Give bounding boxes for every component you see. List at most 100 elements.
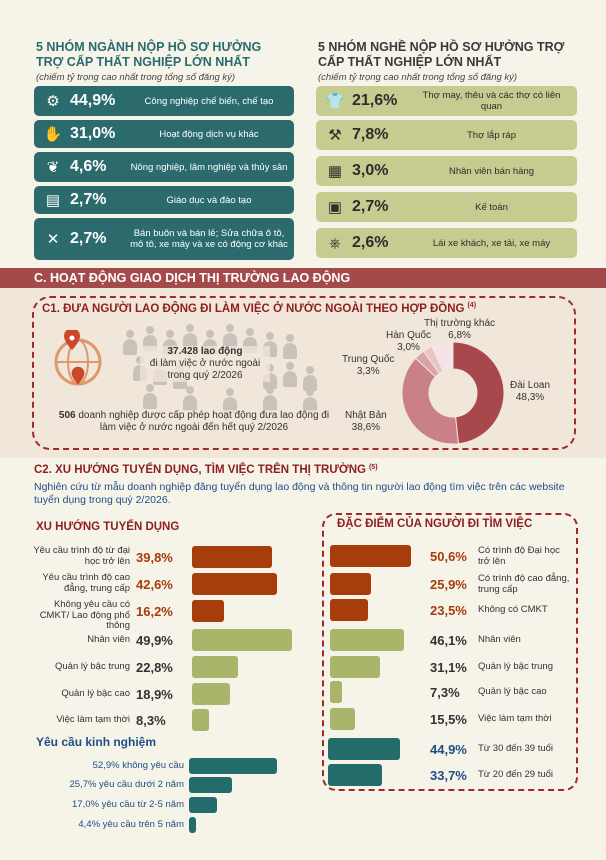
donut-label: Hàn Quốc 3,0%	[386, 330, 432, 353]
industry-label: Hoạt động dịch vụ khác	[159, 128, 259, 140]
recruit-row-label: Yêu cầu trình độ cao đẳng, trung cấp	[42, 572, 130, 594]
shirt-icon: 👕	[325, 93, 345, 110]
donut-slice	[452, 341, 505, 445]
occupation-row: ▦ 3,0% Nhân viên bán hàng	[316, 156, 577, 186]
recruit-bar	[192, 629, 292, 651]
seeker-bar	[330, 599, 368, 621]
right-panel-title: 5 NHÓM NGHỀ NỘP HỒ SƠ HƯỞNG TRỢ CẤP THẤT…	[318, 40, 565, 69]
occupation-label: Lái xe khách, xe tải, xe máy	[432, 237, 551, 249]
left-panel-subtitle: (chiếm tỷ trọng cao nhất trong tổng số đ…	[36, 72, 236, 83]
occupation-pct: 7,8%	[352, 126, 389, 143]
recruit-row-value: 22,8%	[136, 660, 173, 675]
donut-label: Thị trường khác 6,8%	[424, 318, 496, 341]
occupation-label: Thợ may, thêu và các thợ có liên quan	[422, 90, 561, 112]
recruit-row-value: 39,8%	[136, 550, 173, 565]
seeker-row-label: Có trình độ cao đẳng, trung cấp	[478, 573, 570, 595]
seeker-bar	[328, 764, 382, 786]
c2-description: Nghiên cứu từ mẫu doanh nghiệp đăng tuyể…	[34, 481, 565, 506]
seeker-row-value: 23,5%	[430, 603, 467, 618]
recruit-title: XU HƯỚNG TUYỂN DỤNG	[36, 521, 180, 533]
seeker-row-value: 50,6%	[430, 549, 467, 564]
c1-enterprises-stat: 506 doanh nghiệp được cấp phép hoạt động…	[56, 410, 332, 434]
industry-row: ❦ 4,6% Nông nghiệp, lâm nghiệp và thủy s…	[34, 152, 294, 182]
recruit-row-label: Không yêu cầu có CMKT/ Lao động phổ thôn…	[39, 599, 130, 631]
experience-title: Yêu cầu kinh nghiệm	[36, 735, 157, 749]
recruit-row-label: Quản lý bậc cao	[61, 688, 130, 699]
recruit-bar	[192, 656, 238, 678]
farming-icon: ❦	[46, 159, 60, 176]
recruit-row-label: Quản lý bậc trung	[55, 661, 130, 672]
seeker-row-value: 44,9%	[430, 742, 467, 757]
c1-workers-stat: 37.428 lao động đi làm việc ở nước ngoài…	[140, 346, 270, 382]
seekers-dashed-frame	[322, 513, 578, 791]
experience-bar	[189, 758, 277, 774]
c1-title: C1. ĐƯA NGƯỜI LAO ĐỘNG ĐI LÀM VIỆC Ở NƯỚ…	[42, 302, 477, 315]
occupation-row: 👕 21,6% Thợ may, thêu và các thợ có liên…	[316, 86, 577, 116]
occupation-row: ⚒ 7,8% Thợ lắp ráp	[316, 120, 577, 150]
seeker-row-label: Không có CMKT	[478, 604, 548, 615]
occupation-label: Kế toán	[475, 201, 508, 213]
seeker-bar	[330, 573, 372, 595]
industry-label: Công nghiệp chế biến, chế tạo	[144, 95, 274, 107]
seeker-row-label: Việc làm tạm thời	[478, 713, 552, 724]
seeker-bar	[330, 656, 380, 678]
book-icon: ▤	[45, 192, 61, 209]
seeker-bar	[328, 738, 400, 760]
globe-icon	[54, 330, 102, 386]
calculator-icon: ▣	[327, 199, 343, 216]
industry-row: ✕ 2,7% Bán buôn và bán lẻ; Sửa chữa ô tô…	[34, 218, 294, 260]
recruit-row-label: Việc làm tạm thời	[56, 714, 130, 725]
recruit-bar	[192, 546, 272, 568]
donut-slice	[431, 341, 454, 372]
experience-bar	[189, 797, 218, 813]
seeker-bar	[330, 708, 355, 730]
gear-icon: ⚙	[46, 93, 60, 110]
occupation-pct: 2,6%	[352, 234, 389, 251]
seeker-row-value: 33,7%	[430, 768, 467, 783]
recruit-row-value: 16,2%	[136, 604, 173, 619]
occupation-row: ⎈ 2,6% Lái xe khách, xe tải, xe máy	[316, 228, 577, 258]
occupation-label: Nhân viên bán hàng	[448, 165, 535, 177]
seeker-row-value: 46,1%	[430, 633, 467, 648]
industry-row: ⚙ 44,9% Công nghiệp chế biến, chế tạo	[34, 86, 294, 116]
c2-title: C2. XU HƯỚNG TUYỂN DỤNG, TÌM VIỆC TRÊN T…	[34, 464, 378, 476]
industry-pct: 2,7%	[70, 230, 107, 247]
recruit-row-label: Yêu cầu trình độ từ đại học trở lên	[33, 545, 130, 567]
steering-wheel-icon: ⎈	[328, 234, 341, 252]
recruit-bar	[192, 709, 209, 731]
recruit-row-value: 49,9%	[136, 633, 173, 648]
donut-label: Trung Quốc 3,3%	[342, 354, 395, 377]
occupation-row: ▣ 2,7% Kế toán	[316, 192, 577, 222]
seeker-row-label: Quản lý bậc cao	[478, 686, 547, 697]
cash-register-icon: ▦	[327, 163, 343, 180]
seekers-title: ĐẶC ĐIỂM CỦA NGƯỜI ĐI TÌM VIỆC	[334, 518, 536, 530]
destination-donut-chart	[401, 341, 505, 445]
assembly-icon: ⚒	[328, 127, 342, 144]
seeker-row-label: Từ 30 đến 39 tuổi	[478, 743, 554, 754]
recruit-row-value: 18,9%	[136, 687, 173, 702]
section-c-title: C. HOẠT ĐỘNG GIAO DỊCH THỊ TRƯỜNG LAO ĐỘ…	[0, 268, 606, 288]
c1-dashed-frame	[32, 296, 576, 450]
industry-pct: 2,7%	[70, 191, 107, 208]
industry-pct: 4,6%	[70, 158, 107, 175]
experience-row-label: 4,4% yêu cầu trên 5 năm	[78, 819, 184, 830]
seeker-row-value: 31,1%	[430, 660, 467, 675]
right-panel-subtitle: (chiếm tỷ trọng cao nhất trong tổng số đ…	[318, 72, 518, 83]
experience-row-label: 17,0% yêu cầu từ 2-5 năm	[72, 799, 184, 810]
recruit-row-label: Nhân viên	[87, 634, 130, 645]
industry-label: Nông nghiệp, lâm nghiệp và thủy sản	[130, 161, 288, 173]
recruit-row-value: 42,6%	[136, 577, 173, 592]
occupation-pct: 21,6%	[352, 92, 398, 109]
seeker-row-label: Có trình độ Đại học trở lên	[478, 545, 560, 567]
occupation-pct: 2,7%	[352, 198, 389, 215]
left-panel-title: 5 NHÓM NGÀNH NỘP HỒ SƠ HƯỞNG TRỢ CẤP THẤ…	[36, 40, 262, 69]
occupation-label: Thợ lắp ráp	[466, 129, 516, 141]
donut-slice	[401, 357, 459, 445]
experience-bar	[189, 777, 232, 793]
industry-row: ▤ 2,7% Giáo dục và đào tạo	[34, 186, 294, 214]
seeker-bar	[330, 545, 411, 567]
experience-row-label: 52,9% không yêu cầu	[92, 760, 184, 771]
recruit-bar	[192, 600, 225, 622]
seeker-row-label: Từ 20 đến 29 tuổi	[478, 769, 554, 780]
experience-row-label: 25,7% yêu cầu dưới 2 năm	[69, 779, 184, 790]
